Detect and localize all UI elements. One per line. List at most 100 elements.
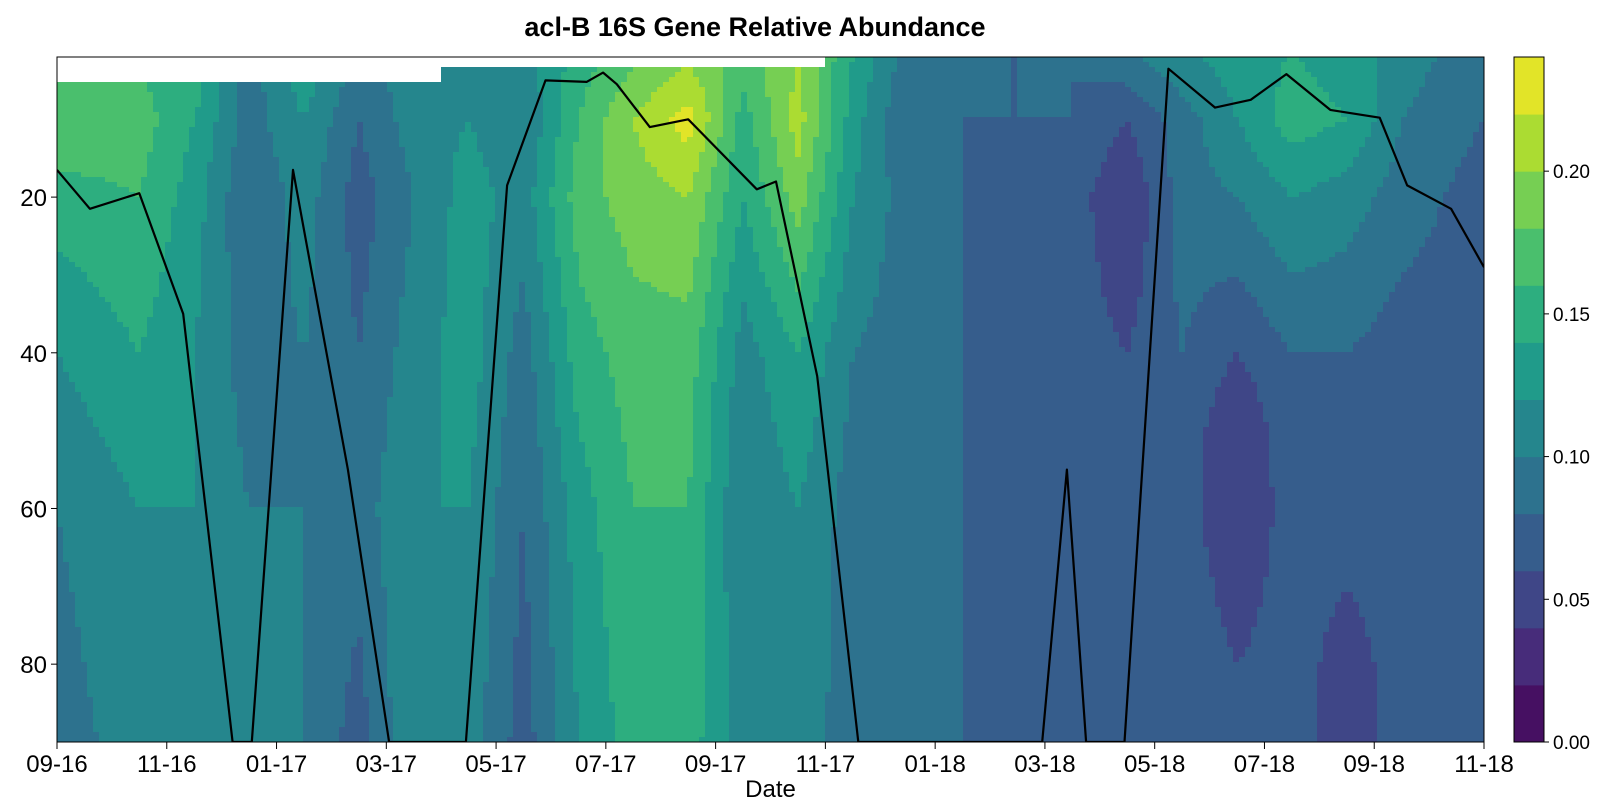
heatmap-cell	[261, 242, 268, 248]
heatmap-cell	[261, 642, 268, 648]
heatmap-cell	[165, 142, 172, 148]
heatmap-cell	[141, 502, 148, 508]
heatmap-cell	[63, 397, 70, 403]
heatmap-cell	[159, 212, 166, 218]
heatmap-cell	[219, 442, 226, 448]
heatmap-cell	[75, 282, 82, 288]
heatmap-cell	[123, 202, 130, 208]
heatmap-cell	[99, 632, 106, 638]
heatmap-cell	[243, 672, 250, 678]
heatmap-cell	[57, 477, 64, 483]
heatmap-cell	[105, 482, 112, 488]
heatmap-cell	[99, 372, 106, 378]
heatmap-cell	[189, 287, 196, 293]
heatmap-cell	[219, 207, 226, 213]
heatmap-cell	[183, 472, 190, 478]
heatmap-cell	[57, 102, 64, 108]
heatmap-cell	[279, 402, 286, 408]
heatmap-cell	[231, 252, 238, 258]
heatmap-cell	[225, 662, 232, 668]
heatmap-cell	[99, 692, 106, 698]
heatmap-cell	[105, 347, 112, 353]
heatmap-cell	[231, 142, 238, 148]
heatmap-cell	[267, 567, 274, 573]
heatmap-cell	[213, 502, 220, 508]
heatmap-cell	[261, 507, 268, 513]
heatmap-cell	[273, 512, 280, 518]
heatmap-cell	[87, 537, 94, 543]
heatmap-cell	[87, 177, 94, 183]
heatmap-cell	[63, 402, 70, 408]
heatmap-cell	[75, 397, 82, 403]
heatmap-cell	[231, 417, 238, 423]
heatmap-cell	[231, 302, 238, 308]
heatmap-cell	[177, 632, 184, 638]
heatmap-cell	[93, 297, 100, 303]
heatmap-cell	[279, 607, 286, 613]
heatmap-cell	[219, 247, 226, 253]
heatmap-cell	[225, 297, 232, 303]
heatmap-cell	[261, 492, 268, 498]
heatmap-cell	[129, 587, 136, 593]
heatmap-cell	[213, 707, 220, 713]
heatmap-cell	[81, 462, 88, 468]
heatmap-cell	[159, 647, 166, 653]
heatmap-cell	[207, 657, 214, 663]
heatmap-cell	[183, 102, 190, 108]
heatmap-cell	[237, 417, 244, 423]
heatmap-cell	[141, 287, 148, 293]
heatmap-cell	[207, 87, 214, 93]
heatmap-cell	[93, 457, 100, 463]
heatmap-cell	[261, 677, 268, 683]
heatmap-cell	[183, 117, 190, 123]
heatmap-cell	[189, 527, 196, 533]
heatmap-cell	[105, 352, 112, 358]
heatmap-cell	[171, 207, 178, 213]
heatmap-cell	[135, 492, 142, 498]
heatmap-cell	[237, 642, 244, 648]
heatmap-cell	[255, 142, 262, 148]
heatmap-cell	[147, 132, 154, 138]
heatmap-cell	[81, 487, 88, 493]
heatmap-cell	[123, 102, 130, 108]
heatmap-cell	[231, 292, 238, 298]
heatmap-cell	[69, 487, 76, 493]
heatmap-cell	[69, 387, 76, 393]
heatmap-cell	[117, 707, 124, 713]
heatmap-cell	[153, 92, 160, 98]
heatmap-cell	[243, 537, 250, 543]
heatmap-cell	[87, 477, 94, 483]
heatmap-cell	[129, 697, 136, 703]
heatmap-cell	[159, 562, 166, 568]
heatmap-cell	[81, 562, 88, 568]
heatmap-cell	[159, 317, 166, 323]
heatmap-cell	[255, 252, 262, 258]
heatmap-cell	[111, 702, 118, 708]
heatmap-cell	[69, 577, 76, 583]
heatmap-cell	[219, 702, 226, 708]
heatmap-cell	[81, 552, 88, 558]
heatmap-cell	[147, 447, 154, 453]
heatmap-cell	[249, 542, 256, 548]
heatmap-cell	[153, 502, 160, 508]
heatmap-cell	[237, 462, 244, 468]
heatmap-cell	[195, 307, 202, 313]
heatmap-cell	[267, 177, 274, 183]
heatmap-cell	[273, 712, 280, 718]
heatmap-cell	[255, 287, 262, 293]
heatmap-cell	[105, 667, 112, 673]
heatmap-cell	[237, 242, 244, 248]
heatmap-cell	[237, 412, 244, 418]
heatmap-cell	[69, 672, 76, 678]
heatmap-cell	[153, 597, 160, 603]
heatmap-cell	[93, 542, 100, 548]
heatmap-cell	[177, 487, 184, 493]
heatmap-cell	[159, 447, 166, 453]
heatmap-cell	[267, 647, 274, 653]
heatmap-cell	[195, 667, 202, 673]
heatmap-cell	[81, 182, 88, 188]
heatmap-cell	[93, 217, 100, 223]
heatmap-cell	[201, 377, 208, 383]
heatmap-cell	[261, 412, 268, 418]
heatmap-cell	[225, 472, 232, 478]
